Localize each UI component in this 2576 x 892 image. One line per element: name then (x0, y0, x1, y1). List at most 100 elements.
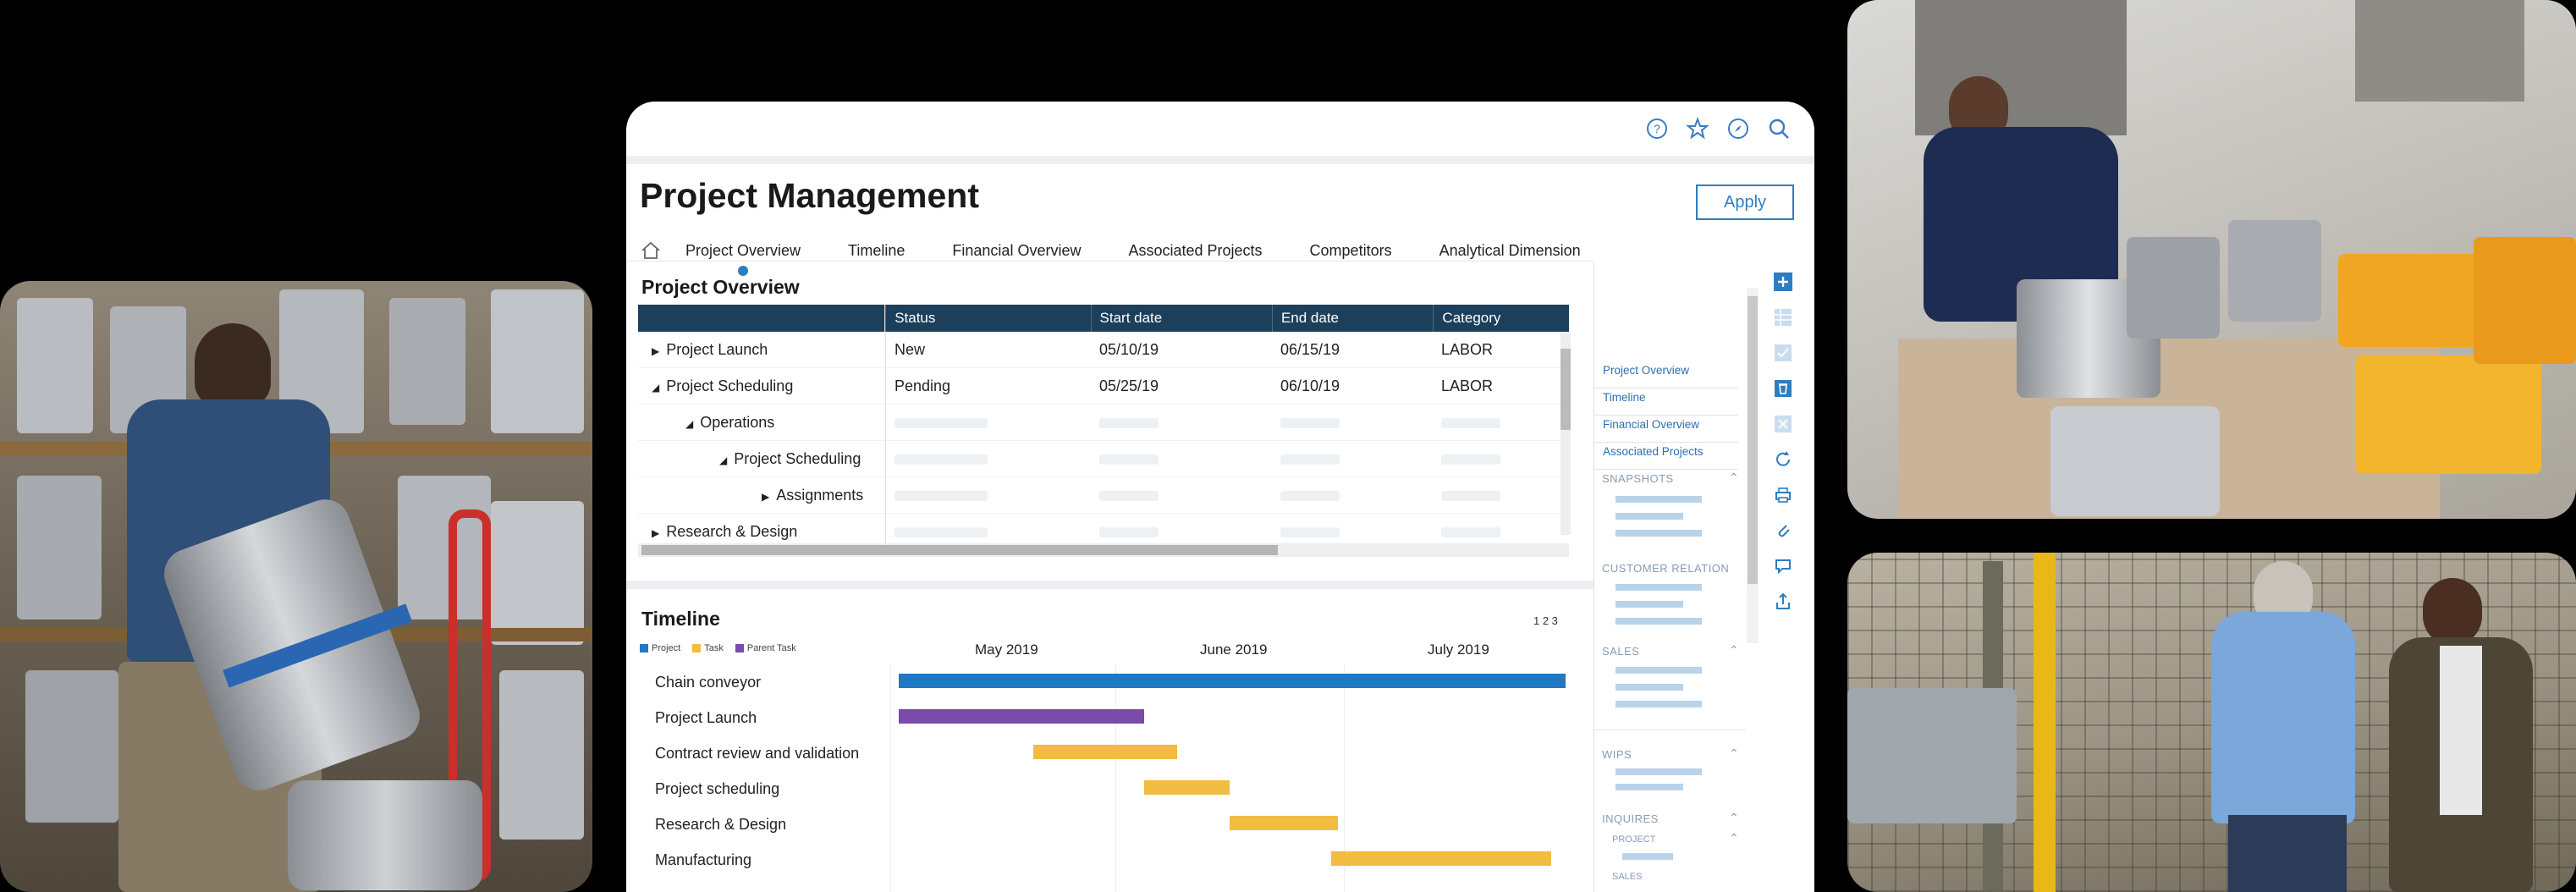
chevron-up-icon[interactable]: ⌃ (1729, 471, 1739, 484)
col-header-start[interactable]: Start date (1090, 305, 1272, 332)
star-icon[interactable] (1686, 117, 1709, 140)
side-panel-scrollbar[interactable] (1747, 288, 1759, 643)
expand-caret-icon[interactable]: ▶ (762, 491, 770, 503)
table-row[interactable]: ▶ Assignments (638, 477, 1569, 514)
col-header-end[interactable]: End date (1271, 305, 1433, 332)
expand-caret-icon[interactable]: ▶ (652, 345, 660, 357)
close-icon[interactable] (1772, 413, 1794, 435)
row-name: Project Scheduling (666, 377, 794, 394)
row-category: LABOR (1441, 341, 1494, 358)
compass-icon[interactable] (1726, 117, 1750, 140)
placeholder-bar (1616, 618, 1702, 625)
scroll-thumb[interactable] (1560, 349, 1571, 430)
table-row[interactable]: ▶ Project Launch New 05/10/19 06/15/19 LA… (638, 332, 1569, 368)
subsection-project[interactable]: PROJECT (1612, 834, 1656, 845)
col-header-name (638, 305, 886, 332)
chevron-up-icon[interactable]: ⌃ (1729, 831, 1739, 845)
placeholder-cell (1099, 418, 1159, 429)
placeholder-bar (1616, 768, 1702, 775)
row-name: Project Scheduling (734, 450, 861, 467)
attach-icon[interactable] (1772, 520, 1794, 542)
table-row[interactable]: ◢ Operations (638, 405, 1569, 441)
placeholder-cell (1441, 418, 1500, 429)
placeholder-bar (1616, 701, 1702, 708)
print-icon[interactable] (1772, 484, 1794, 506)
section-sales[interactable]: SALES (1602, 645, 1640, 658)
tabs-underline (626, 261, 1593, 262)
chevron-up-icon[interactable]: ⌃ (1729, 643, 1739, 657)
table-row[interactable]: ◢ Project Scheduling (638, 441, 1569, 477)
tab-timeline[interactable]: Timeline (848, 241, 905, 259)
refresh-icon[interactable] (1772, 449, 1794, 471)
scroll-thumb[interactable] (641, 545, 1278, 555)
side-link-associated-projects[interactable]: Associated Projects (1603, 445, 1704, 458)
share-icon[interactable] (1772, 591, 1794, 613)
gantt-bar-parent-task[interactable] (899, 709, 1144, 724)
section-customer-relation[interactable]: CUSTOMER RELATION (1602, 562, 1730, 575)
gantt-row-label: Research & Design (655, 816, 787, 833)
gantt-bar-task[interactable] (1230, 816, 1338, 830)
chevron-up-icon[interactable]: ⌃ (1729, 746, 1739, 760)
gantt-bar-task[interactable] (1331, 851, 1551, 866)
placeholder-bar (1616, 684, 1683, 691)
tab-competitors[interactable]: Competitors (1309, 241, 1392, 259)
placeholder-bar (1616, 530, 1702, 537)
apply-button[interactable]: Apply (1696, 184, 1794, 220)
section-inquires[interactable]: INQUIRES (1602, 812, 1659, 825)
scroll-thumb[interactable] (1748, 296, 1758, 584)
add-icon[interactable] (1772, 271, 1794, 293)
section-snapshots[interactable]: SNAPSHOTS (1602, 472, 1674, 485)
row-name: Project Launch (666, 341, 768, 358)
placeholder-bar (1622, 853, 1673, 860)
action-toolbar (1772, 271, 1806, 626)
side-panel: Project Overview Timeline Financial Over… (1593, 262, 1759, 892)
tab-associated-projects[interactable]: Associated Projects (1128, 241, 1263, 259)
gantt-bar-task[interactable] (1033, 745, 1177, 759)
row-name: Operations (700, 414, 775, 431)
gantt-bar-project[interactable] (899, 674, 1566, 688)
tab-financial-overview[interactable]: Financial Overview (952, 241, 1082, 259)
side-sections: SNAPSHOTS ⌃ CUSTOMER RELATION SALES ⌃ WI… (1593, 102, 1746, 892)
table-horizontal-scrollbar[interactable] (638, 543, 1569, 557)
timeline-pager[interactable]: 1 2 3 (1533, 614, 1558, 627)
search-icon[interactable] (1767, 117, 1791, 140)
side-link-project-overview[interactable]: Project Overview (1603, 364, 1690, 377)
subsection-sales[interactable]: SALES (1612, 872, 1643, 882)
placeholder-bar (1616, 784, 1683, 790)
table-vertical-scrollbar[interactable] (1560, 332, 1571, 535)
gantt-row-label: Manufacturing (655, 851, 752, 868)
trash-icon[interactable] (1772, 377, 1794, 399)
col-header-category[interactable]: Category (1433, 305, 1569, 332)
col-header-status[interactable]: Status (885, 305, 1090, 332)
gantt-bar-task[interactable] (1144, 780, 1230, 795)
home-icon[interactable] (640, 240, 662, 262)
collapse-caret-icon[interactable]: ◢ (652, 382, 660, 394)
side-link-timeline[interactable]: Timeline (1603, 391, 1646, 404)
help-icon[interactable]: ? (1645, 117, 1669, 140)
svg-text:?: ? (1654, 122, 1660, 135)
month-label: May 2019 (975, 641, 1038, 658)
side-divider (1594, 442, 1738, 443)
tab-bar: Project Overview Timeline Financial Over… (640, 234, 1628, 276)
gantt-row-label: Project scheduling (655, 780, 780, 797)
table-row[interactable]: ◢ Project Scheduling Pending 05/25/19 06/… (638, 368, 1569, 405)
side-link-financial-overview[interactable]: Financial Overview (1603, 418, 1700, 431)
grid-icon[interactable] (1772, 306, 1794, 328)
placeholder-cell (1280, 418, 1340, 429)
side-divider (1594, 469, 1738, 470)
tab-project-overview[interactable]: Project Overview (685, 241, 801, 276)
check-icon[interactable] (1772, 342, 1794, 364)
section-wips[interactable]: WIPS (1602, 748, 1632, 761)
collapse-caret-icon[interactable]: ◢ (685, 418, 694, 430)
comment-icon[interactable] (1772, 555, 1794, 577)
warehouse-worker-photo (0, 281, 592, 892)
expand-caret-icon[interactable]: ▶ (652, 527, 660, 539)
placeholder-cell (1441, 491, 1500, 502)
grid-line (1344, 663, 1345, 892)
placeholder-cell (1280, 527, 1340, 538)
tab-analytical-dimension[interactable]: Analytical Dimension (1439, 241, 1581, 259)
legend-project: Project (640, 643, 680, 653)
collapse-caret-icon[interactable]: ◢ (719, 454, 728, 466)
row-category: LABOR (1441, 377, 1494, 394)
chevron-up-icon[interactable]: ⌃ (1729, 811, 1739, 824)
